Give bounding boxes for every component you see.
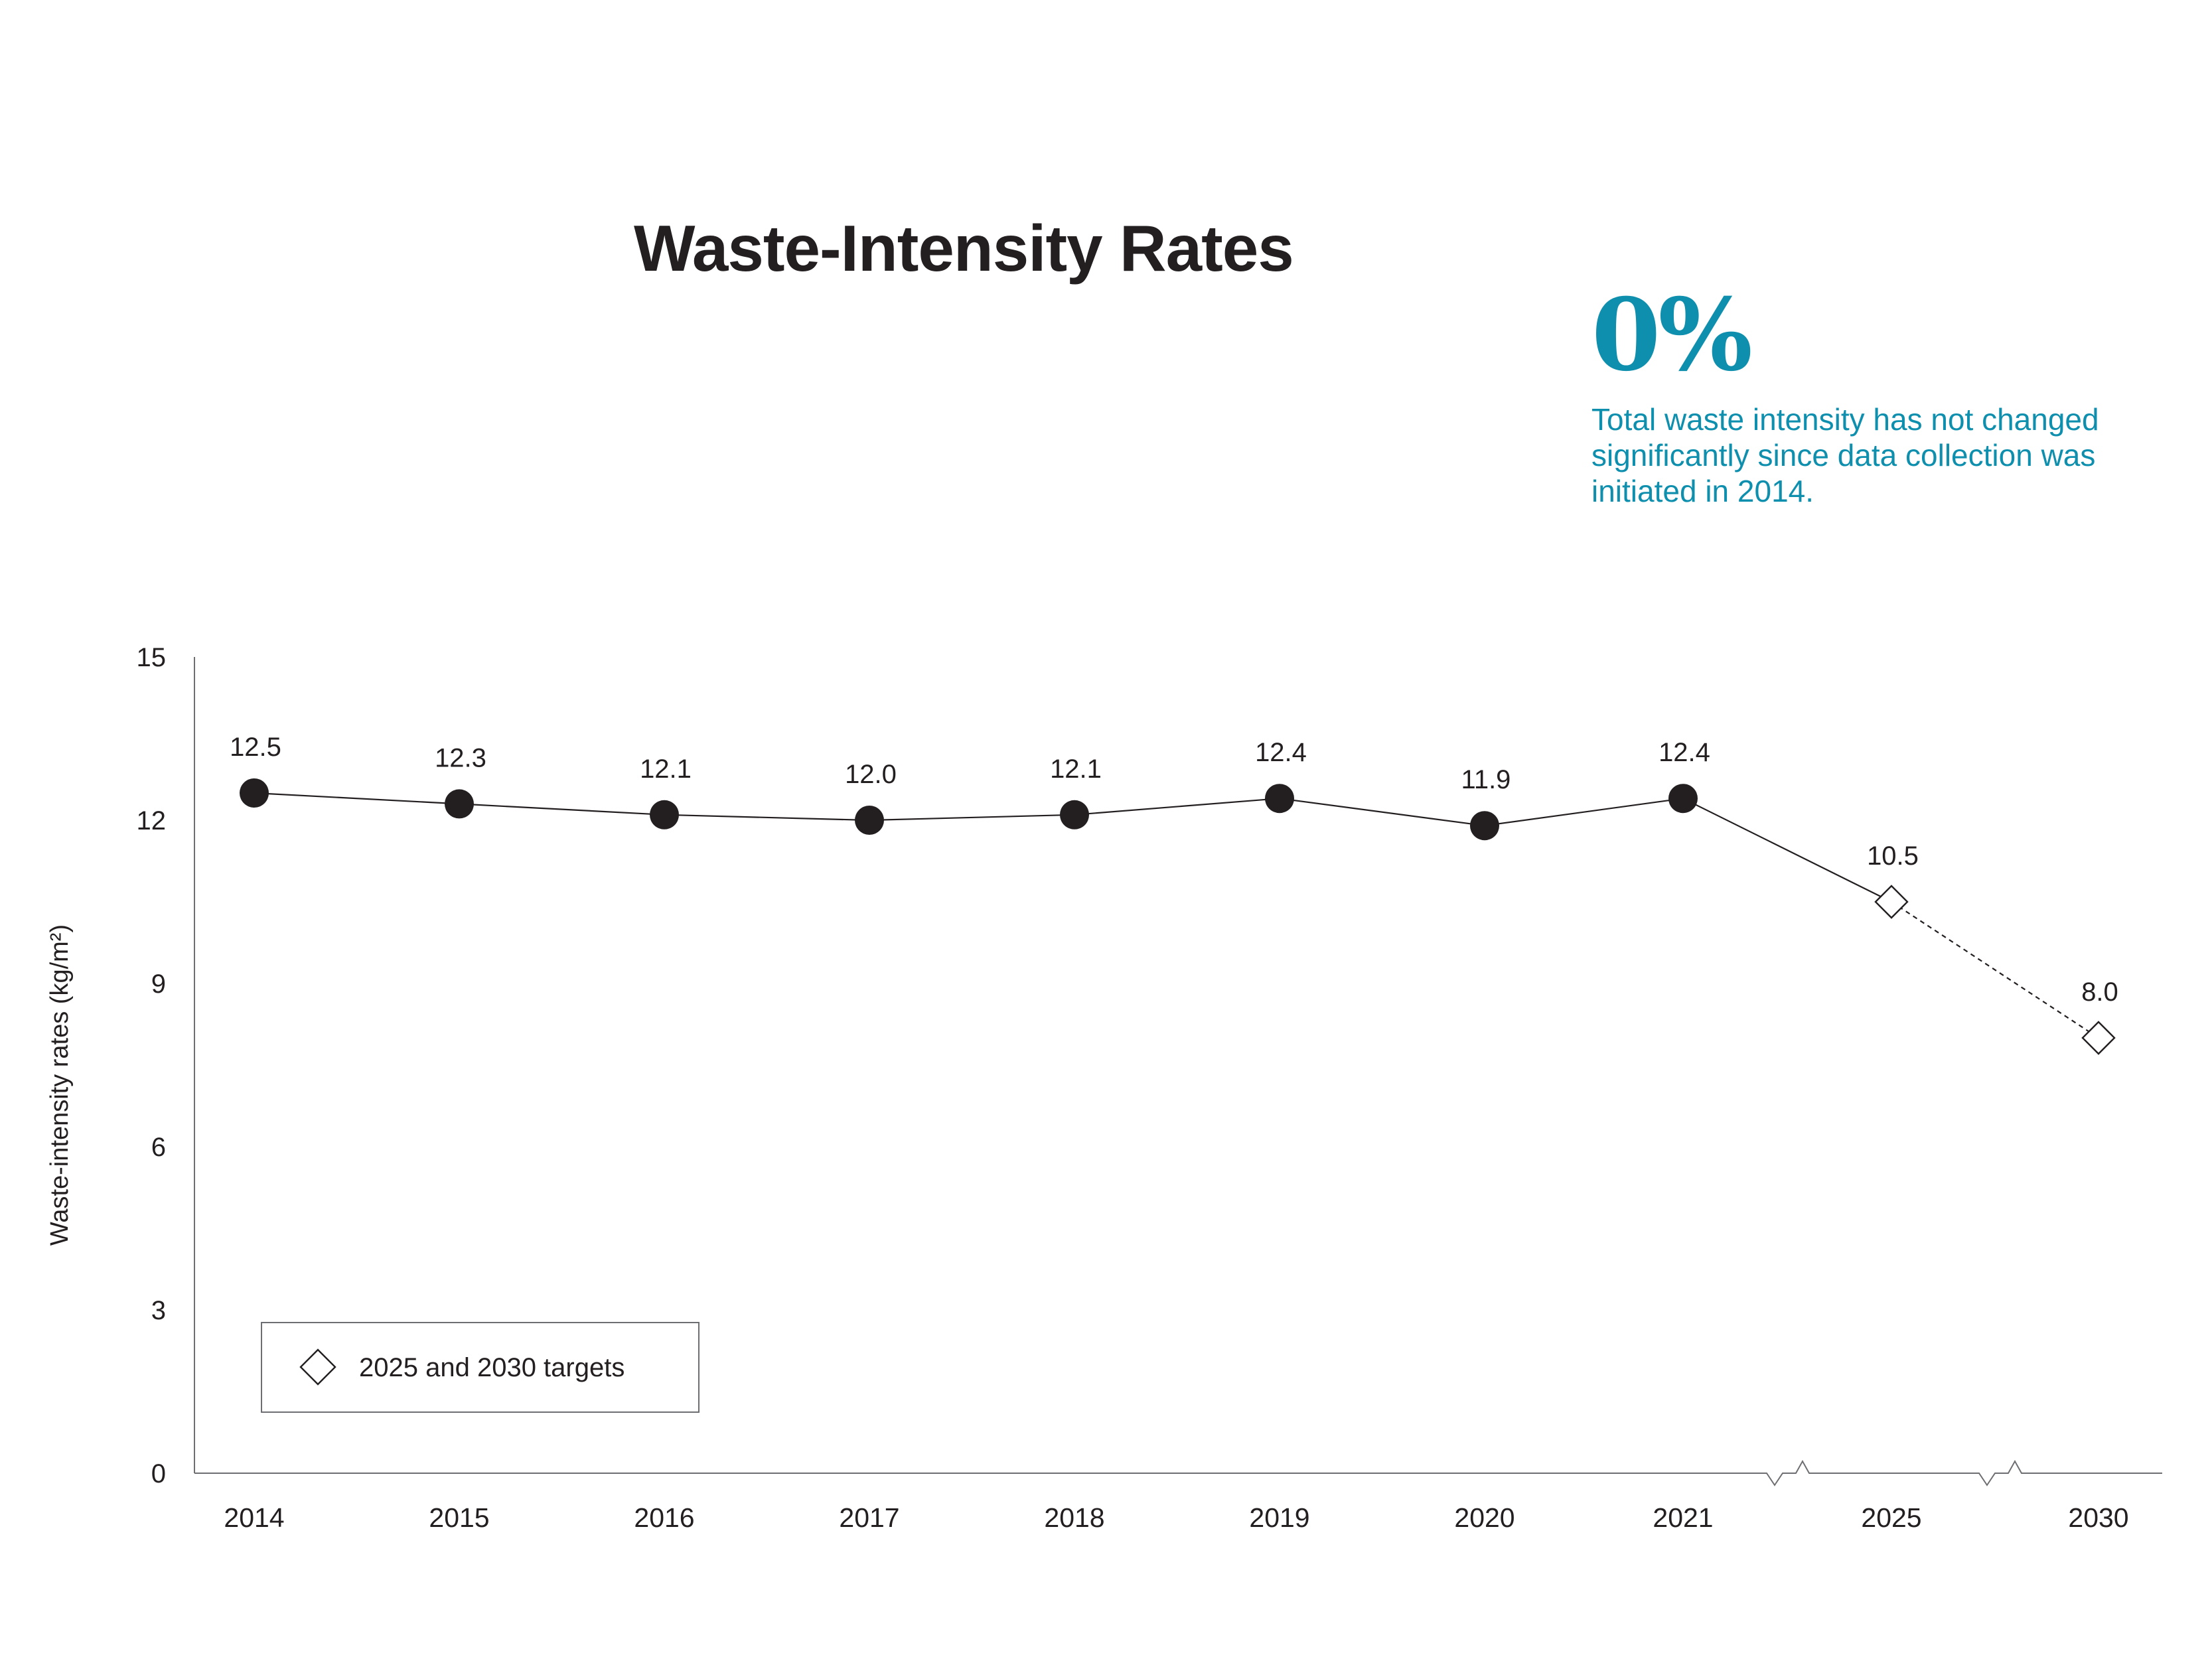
x-tick-label: 2030 (2068, 1502, 2128, 1533)
y-tick-label: 3 (151, 1296, 166, 1325)
legend-label: 2025 and 2030 targets (359, 1353, 625, 1382)
legend: 2025 and 2030 targets (261, 1322, 700, 1413)
y-axis-title: Waste-intensity rates (kg/m²) (46, 924, 74, 1246)
data-points (240, 778, 2116, 1055)
x-tick-label: 2015 (429, 1502, 489, 1533)
series-line-segment (664, 814, 870, 822)
target-line-segment (1891, 901, 2099, 1039)
x-tick-label: 2021 (1653, 1502, 1713, 1533)
series-line-segment (254, 792, 460, 805)
x-tick-label: 2018 (1044, 1502, 1104, 1533)
data-point (445, 789, 474, 819)
x-tick-label: 2014 (224, 1502, 284, 1533)
data-point (1470, 811, 1499, 841)
y-tick-label: 9 (151, 970, 166, 999)
data-point (240, 778, 269, 808)
y-tick-label: 6 (151, 1133, 166, 1162)
x-tick-label: 2020 (1454, 1502, 1514, 1533)
y-tick-label: 0 (151, 1459, 166, 1488)
data-label: 10.5 (1867, 841, 1919, 871)
data-point (1265, 784, 1294, 814)
data-label: 12.1 (640, 755, 692, 784)
target-point (1874, 885, 1909, 919)
stat-value: 0% (1591, 277, 1753, 394)
data-label: 8.0 (2081, 977, 2118, 1007)
diamond-icon (299, 1348, 336, 1386)
series-line-segment (869, 814, 1075, 822)
data-labels: 12.5 12.3 12.1 12.0 12.1 12.4 11.9 12.4 10.5 8.0 (230, 733, 2118, 1007)
data-label: 12.3 (435, 743, 486, 772)
stat-callout: 0% Total waste intensity has not changed… (1591, 282, 2149, 509)
x-tick-label: 2016 (634, 1502, 694, 1533)
data-label: 12.1 (1050, 755, 1102, 784)
series-line-segment (1484, 798, 1684, 827)
series-lines (254, 792, 2099, 1039)
series-line-segment (459, 803, 665, 816)
data-label: 12.0 (845, 760, 897, 789)
data-point (650, 800, 679, 830)
x-tick-label: 2025 (1861, 1502, 1921, 1533)
y-tick-label: 12 (137, 806, 167, 835)
data-label: 12.4 (1255, 738, 1307, 767)
data-point (1668, 784, 1698, 814)
series-line-segment (1279, 798, 1485, 827)
data-label: 12.4 (1659, 738, 1710, 767)
chart-title: Waste-Intensity Rates (634, 212, 1294, 285)
data-label: 12.5 (230, 733, 281, 762)
data-point (1060, 800, 1089, 830)
target-point (2081, 1021, 2116, 1055)
x-axis-line (194, 1459, 2162, 1486)
series-line-segment (1682, 798, 1892, 902)
data-label: 11.9 (1461, 765, 1511, 794)
y-tick-label: 15 (137, 643, 167, 672)
data-point (855, 806, 884, 835)
x-tick-label: 2017 (839, 1502, 899, 1533)
stat-description: Total waste intensity has not changed si… (1591, 402, 2099, 508)
axes: 0 3 6 9 12 15 2014 2015 2016 2017 2018 2019 2020 2021… (46, 643, 2162, 1533)
series-line-segment (1074, 798, 1280, 816)
x-tick-label: 2019 (1249, 1502, 1309, 1533)
